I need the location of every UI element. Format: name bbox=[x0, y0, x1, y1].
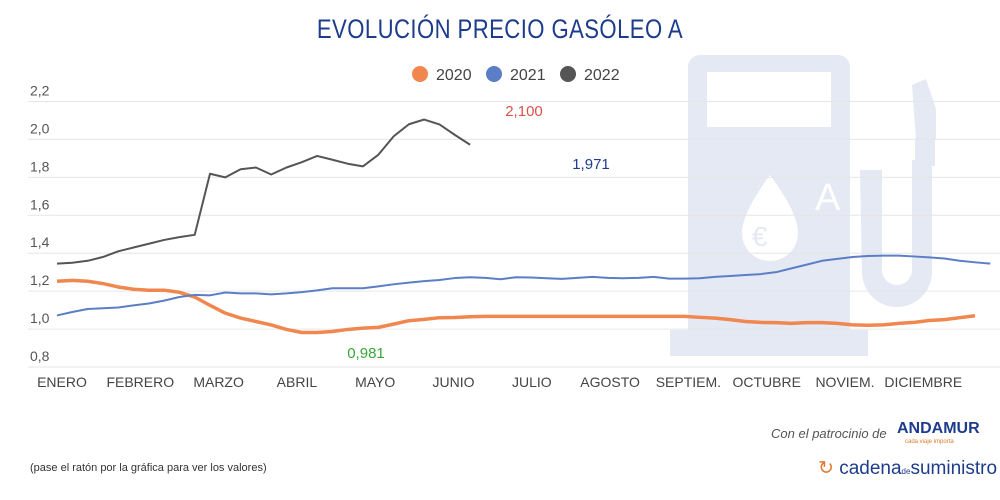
legend-marker-2021[interactable] bbox=[486, 66, 502, 82]
series-line-2022[interactable] bbox=[56, 118, 471, 265]
legend-marker-2020[interactable] bbox=[412, 66, 428, 82]
y-tick-label: 1,8 bbox=[30, 158, 50, 174]
fuel-pump-euro-icon bbox=[670, 55, 936, 356]
chart-title: EVOLUCIÓN PRECIO GASÓLEO A bbox=[316, 14, 684, 44]
y-tick-label: 0,8 bbox=[30, 348, 50, 364]
y-tick-label: 1,6 bbox=[30, 196, 50, 212]
x-tick-label: SEPTIEM. bbox=[656, 374, 721, 390]
x-tick-label: DICIEMBRE bbox=[884, 374, 962, 390]
series-line-2020[interactable] bbox=[56, 278, 976, 335]
x-tick-label: AGOSTO bbox=[580, 374, 640, 390]
andamur-tagline: cada viaje importa bbox=[905, 439, 954, 445]
legend-marker-2022[interactable] bbox=[560, 66, 576, 82]
series-line-2021[interactable] bbox=[56, 254, 991, 317]
data-label: 1,971 bbox=[572, 156, 610, 173]
x-tick-label: ENERO bbox=[37, 374, 87, 390]
fuel-letter-a: A bbox=[815, 177, 841, 219]
x-tick-label: OCTUBRE bbox=[732, 374, 800, 390]
refresh-icon: ↻ bbox=[818, 458, 834, 479]
data-label: 2,100 bbox=[505, 103, 543, 120]
andamur-logo[interactable]: ANDAMUR bbox=[897, 420, 980, 437]
y-tick-label: 2,0 bbox=[30, 120, 50, 136]
euro-symbol: € bbox=[752, 221, 768, 252]
sponsor-label: Con el patrocinio de bbox=[771, 426, 887, 441]
x-tick-label: JULIO bbox=[512, 374, 552, 390]
x-tick-label: NOVIEM. bbox=[815, 374, 874, 390]
cadena-suministro-logo[interactable]: ↻ cadenadesuministro bbox=[818, 458, 998, 479]
y-tick-label: 1,4 bbox=[30, 234, 50, 250]
y-tick-label: 1,0 bbox=[30, 310, 50, 326]
legend-label-2021[interactable]: 2021 bbox=[510, 67, 546, 84]
x-tick-label: FEBRERO bbox=[106, 374, 174, 390]
x-tick-label: ABRIL bbox=[277, 374, 318, 390]
data-label: 0,981 bbox=[347, 345, 385, 362]
hover-hint: (pase el ratón por la gráfica para ver l… bbox=[30, 462, 267, 474]
x-tick-label: MARZO bbox=[193, 374, 244, 390]
x-tick-label: JUNIO bbox=[433, 374, 475, 390]
legend-label-2022[interactable]: 2022 bbox=[584, 67, 620, 84]
y-tick-label: 1,2 bbox=[30, 272, 50, 288]
legend-label-2020[interactable]: 2020 bbox=[436, 67, 472, 84]
y-tick-label: 2,2 bbox=[30, 83, 50, 99]
x-tick-label: MAYO bbox=[355, 374, 395, 390]
